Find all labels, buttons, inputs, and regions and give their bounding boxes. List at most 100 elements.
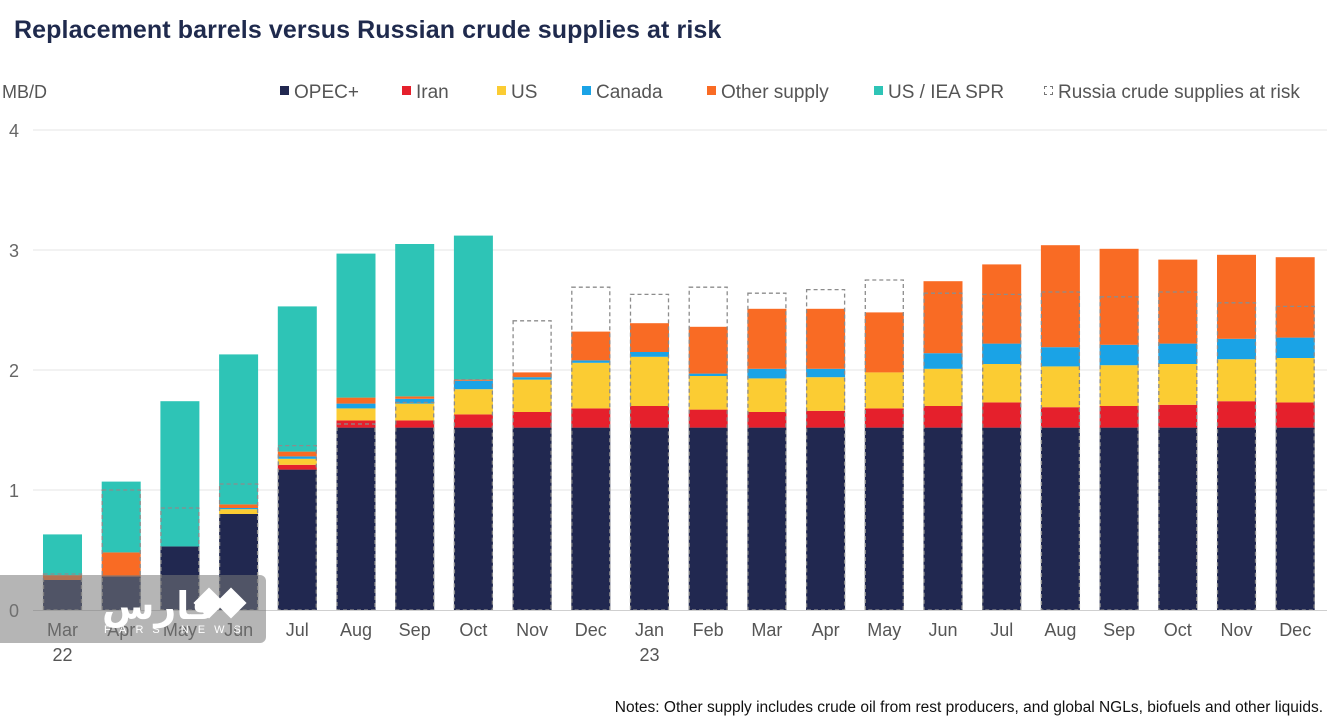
legend-item-russia-at-risk: Russia crude supplies at risk (1044, 82, 1300, 104)
bar-segment-12-3 (747, 368, 787, 379)
bar-segment-5-5 (336, 253, 376, 398)
bar-segment-9-1 (571, 408, 611, 428)
bar-segment-10-0 (630, 427, 669, 610)
bar-segment-13-0 (806, 427, 846, 610)
legend-item-spr: US / IEA SPR (874, 82, 1004, 104)
chart-legend: OPEC+ Iran US Canada Other supply US / I… (0, 82, 1329, 106)
bar-segment-8-3 (512, 377, 552, 380)
bar-segment-11-3 (688, 373, 728, 376)
bar-segment-20-4 (1217, 254, 1256, 339)
bar-segment-7-3 (453, 380, 493, 390)
bar-segment-16-1 (982, 402, 1022, 428)
bar-segment-14-2 (864, 372, 904, 409)
watermark-subtext: FARS NEWS (104, 624, 250, 636)
bar-segment-19-1 (1158, 404, 1198, 428)
chart-notes: Notes: Other supply includes crude oil f… (614, 699, 1323, 716)
bar-segment-11-4 (688, 326, 728, 374)
reference-outline-6 (395, 401, 435, 611)
stacked-bar-chart: 01234Mar22AprMayJunJulAugSepOctNovDecJan… (9, 121, 1327, 665)
bar-segment-7-0 (453, 427, 493, 610)
bar-segment-10-1 (630, 406, 669, 428)
bar-segment-21-4 (1275, 257, 1315, 338)
bar-segment-7-5 (453, 235, 493, 380)
legend-label-spr: US / IEA SPR (888, 82, 1005, 103)
legend-swatch-us (497, 86, 506, 96)
x-tick-label-8: Nov (516, 620, 548, 640)
bar-segment-21-0 (1275, 427, 1315, 610)
legend-label-russia-at-risk: Russia crude supplies at risk (1058, 82, 1300, 103)
bar-segment-12-0 (747, 427, 787, 610)
bar-segment-14-4 (864, 312, 904, 373)
bar-segment-8-0 (512, 427, 552, 610)
bar-segment-12-1 (747, 412, 787, 428)
y-tick-label-2: 2 (9, 361, 19, 381)
legend-label-canada: Canada (596, 82, 663, 103)
legend-item-iran: Iran (402, 82, 449, 104)
bar-segment-20-3 (1217, 338, 1256, 360)
legend-label-us: US (511, 82, 538, 103)
bar-segment-5-4 (336, 397, 376, 404)
bar-segment-17-2 (1040, 366, 1080, 408)
bar-segment-18-0 (1099, 427, 1139, 610)
bar-segment-9-0 (571, 427, 611, 610)
legend-swatch-other-supply (707, 86, 716, 96)
bar-segment-15-2 (923, 368, 963, 406)
bar-segment-5-3 (336, 403, 376, 409)
bar-segment-3-3 (219, 508, 259, 510)
bar-segment-0-5 (43, 534, 82, 576)
y-tick-label-1: 1 (9, 481, 19, 501)
bar-segment-16-4 (982, 264, 1022, 344)
x-tick-label-16: Jul (990, 620, 1013, 640)
bar-segment-9-4 (571, 331, 611, 361)
bar-segment-8-2 (512, 379, 552, 412)
legend-label-opec: OPEC+ (294, 82, 359, 103)
bar-segment-21-2 (1275, 358, 1315, 403)
bar-segment-20-0 (1217, 427, 1256, 610)
bar-segment-13-4 (806, 308, 846, 369)
bar-segment-19-3 (1158, 343, 1198, 364)
bar-segment-21-1 (1275, 402, 1315, 428)
bar-segment-3-5 (219, 354, 259, 505)
bar-segment-9-3 (571, 360, 611, 363)
reference-outline-13 (805, 288, 846, 611)
bar-segment-15-1 (923, 406, 963, 428)
bar-segment-4-5 (277, 306, 317, 452)
bar-segment-10-3 (630, 352, 669, 357)
bar-segment-13-3 (806, 368, 846, 378)
bar-segment-20-1 (1217, 401, 1256, 428)
bar-segment-18-2 (1099, 365, 1139, 406)
reference-outline-4 (277, 444, 317, 611)
bar-segment-6-1 (395, 420, 435, 428)
x-tick-label-12: Mar (751, 620, 782, 640)
bar-segment-6-3 (395, 398, 435, 404)
bar-segment-11-0 (688, 427, 728, 610)
x-tick-label-14: May (867, 620, 901, 640)
bar-segment-2-5 (160, 401, 200, 547)
watermark-logo: فارس (102, 584, 216, 628)
bar-segment-8-1 (512, 412, 552, 428)
bar-segment-14-1 (864, 408, 904, 428)
bar-segment-18-3 (1099, 344, 1139, 366)
legend-label-other-supply: Other supply (721, 82, 829, 103)
x-tick-label-6: Sep (399, 620, 431, 640)
legend-item-canada: Canada (582, 82, 663, 104)
x-year-label-0: 22 (52, 645, 72, 665)
x-year-label-10: 23 (639, 645, 659, 665)
legend-item-opec: OPEC+ (280, 82, 359, 104)
bar-segment-14-0 (864, 427, 904, 610)
legend-swatch-opec (280, 86, 289, 96)
x-tick-label-21: Dec (1279, 620, 1311, 640)
bar-segment-1-5 (101, 481, 141, 553)
bar-segment-13-2 (806, 377, 846, 411)
bar-segment-7-2 (453, 389, 493, 415)
bar-segment-7-4 (453, 379, 493, 381)
x-tick-label-10: Jan (635, 620, 664, 640)
bar-segment-11-2 (688, 376, 728, 410)
bar-segment-6-0 (395, 427, 435, 610)
bar-segment-16-2 (982, 364, 1022, 403)
bar-segment-6-4 (395, 396, 435, 399)
x-tick-label-19: Oct (1164, 620, 1192, 640)
bar-segment-6-5 (395, 244, 435, 397)
bar-segment-3-4 (219, 504, 259, 508)
bar-segment-4-3 (277, 456, 317, 459)
